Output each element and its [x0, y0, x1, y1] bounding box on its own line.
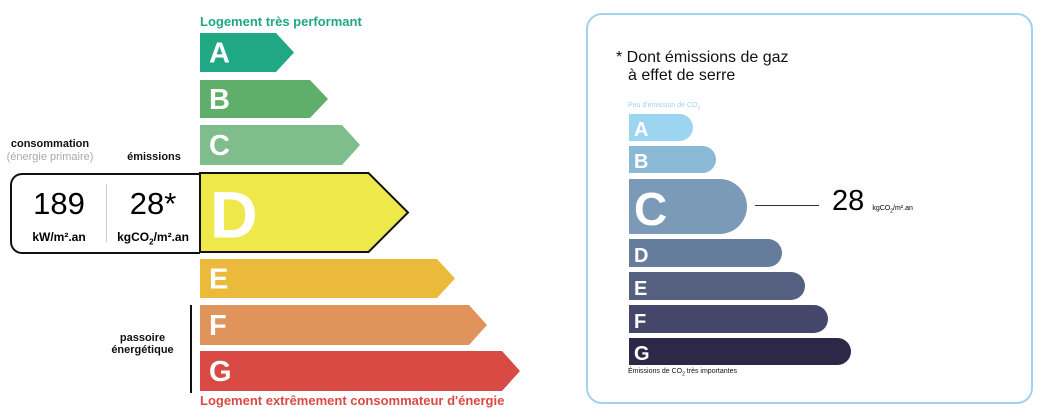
energy-bottom-label: Logement extrêmement consommateur d'éner… — [200, 393, 505, 408]
ges-bottom-text: très importantes — [684, 368, 737, 375]
ges-bottom-text: Émissions de CO — [628, 368, 683, 375]
unit-text: kgCO — [117, 230, 150, 244]
passoire-bracket — [190, 305, 192, 393]
consumption-label: consommation — [10, 138, 90, 150]
unit-sub: 2 — [149, 237, 154, 247]
energy-class-g-letter: G — [209, 356, 232, 388]
unit-text: /m².an — [153, 230, 189, 244]
energy-class-d-arrow — [199, 172, 410, 253]
energy-class-e-letter: E — [209, 264, 228, 296]
ges-class-f-bar — [629, 305, 828, 333]
passoire-label: passoire énergétique — [100, 332, 185, 356]
ges-top-sub: 2 — [697, 105, 701, 112]
ges-value-number: 28 — [832, 185, 865, 217]
ges-unit-a: kgCO — [872, 205, 891, 212]
ges-title-line-1: * Dont émissions de gaz — [616, 49, 789, 66]
ges-top-label: Peu d'émission de CO2 — [628, 102, 700, 111]
ges-class-c-letter: C — [634, 183, 667, 235]
energy-class-b-letter: B — [209, 84, 230, 116]
energy-class-c-letter: C — [209, 130, 230, 162]
ges-value-unit: kgCO2/m².an — [872, 205, 913, 215]
ges-title: * Dont émissions de gaz à effet de serre — [616, 49, 789, 85]
ges-class-e-bar — [629, 272, 805, 300]
ges-class-f-letter: F — [634, 311, 646, 333]
value-divider — [106, 184, 107, 242]
energy-class-e-arrow — [200, 259, 455, 298]
emissions-label: émissions — [127, 151, 181, 163]
energy-class-a-letter: A — [209, 38, 230, 70]
energy-top-label: Logement très performant — [200, 14, 362, 29]
ges-class-a-bar — [629, 114, 693, 141]
energy-class-f-arrow — [200, 305, 487, 345]
consumption-sub-label: (énergie primaire) — [6, 151, 94, 163]
ges-unit-sub: 2 — [890, 208, 894, 215]
ges-class-b-bar — [629, 146, 716, 173]
energy-class-b-arrow — [200, 80, 328, 118]
ges-class-d-bar — [629, 239, 782, 267]
value-box — [10, 173, 200, 254]
ges-top-text: Peu d'émission de CO — [628, 102, 698, 109]
ges-pointer-line — [755, 205, 819, 206]
ges-panel — [586, 13, 1033, 404]
ges-class-c-bar — [629, 179, 747, 234]
emissions-value: 28* — [129, 186, 177, 221]
energy-class-c-arrow — [200, 125, 360, 165]
ges-class-g-bar — [629, 338, 851, 365]
consumption-value: 189 — [33, 186, 85, 221]
ges-title-line-2: à effet de serre — [628, 67, 736, 84]
energy-class-f-letter: F — [209, 310, 227, 342]
ges-class-d-letter: D — [634, 245, 648, 267]
ges-bottom-label: Émissions de CO2 très importantes — [628, 368, 737, 377]
ges-class-a-letter: A — [634, 119, 648, 141]
passoire-line-1: passoire — [119, 332, 166, 344]
passoire-line-2: énergétique — [111, 344, 174, 356]
emissions-unit: kgCO2/m².an — [107, 230, 199, 246]
consumption-unit: kW/m².an — [32, 230, 86, 244]
ges-class-g-letter: G — [634, 343, 650, 365]
energy-class-d-letter: D — [210, 178, 258, 252]
ges-class-e-letter: E — [634, 278, 647, 300]
ges-class-b-letter: B — [634, 151, 648, 173]
energy-class-g-arrow — [200, 351, 520, 391]
ges-unit-b: /m².an — [893, 205, 913, 212]
ges-value: 28 kgCO2/m².an — [832, 185, 913, 218]
energy-class-a-arrow — [200, 33, 294, 72]
ges-bottom-sub: 2 — [682, 371, 685, 378]
